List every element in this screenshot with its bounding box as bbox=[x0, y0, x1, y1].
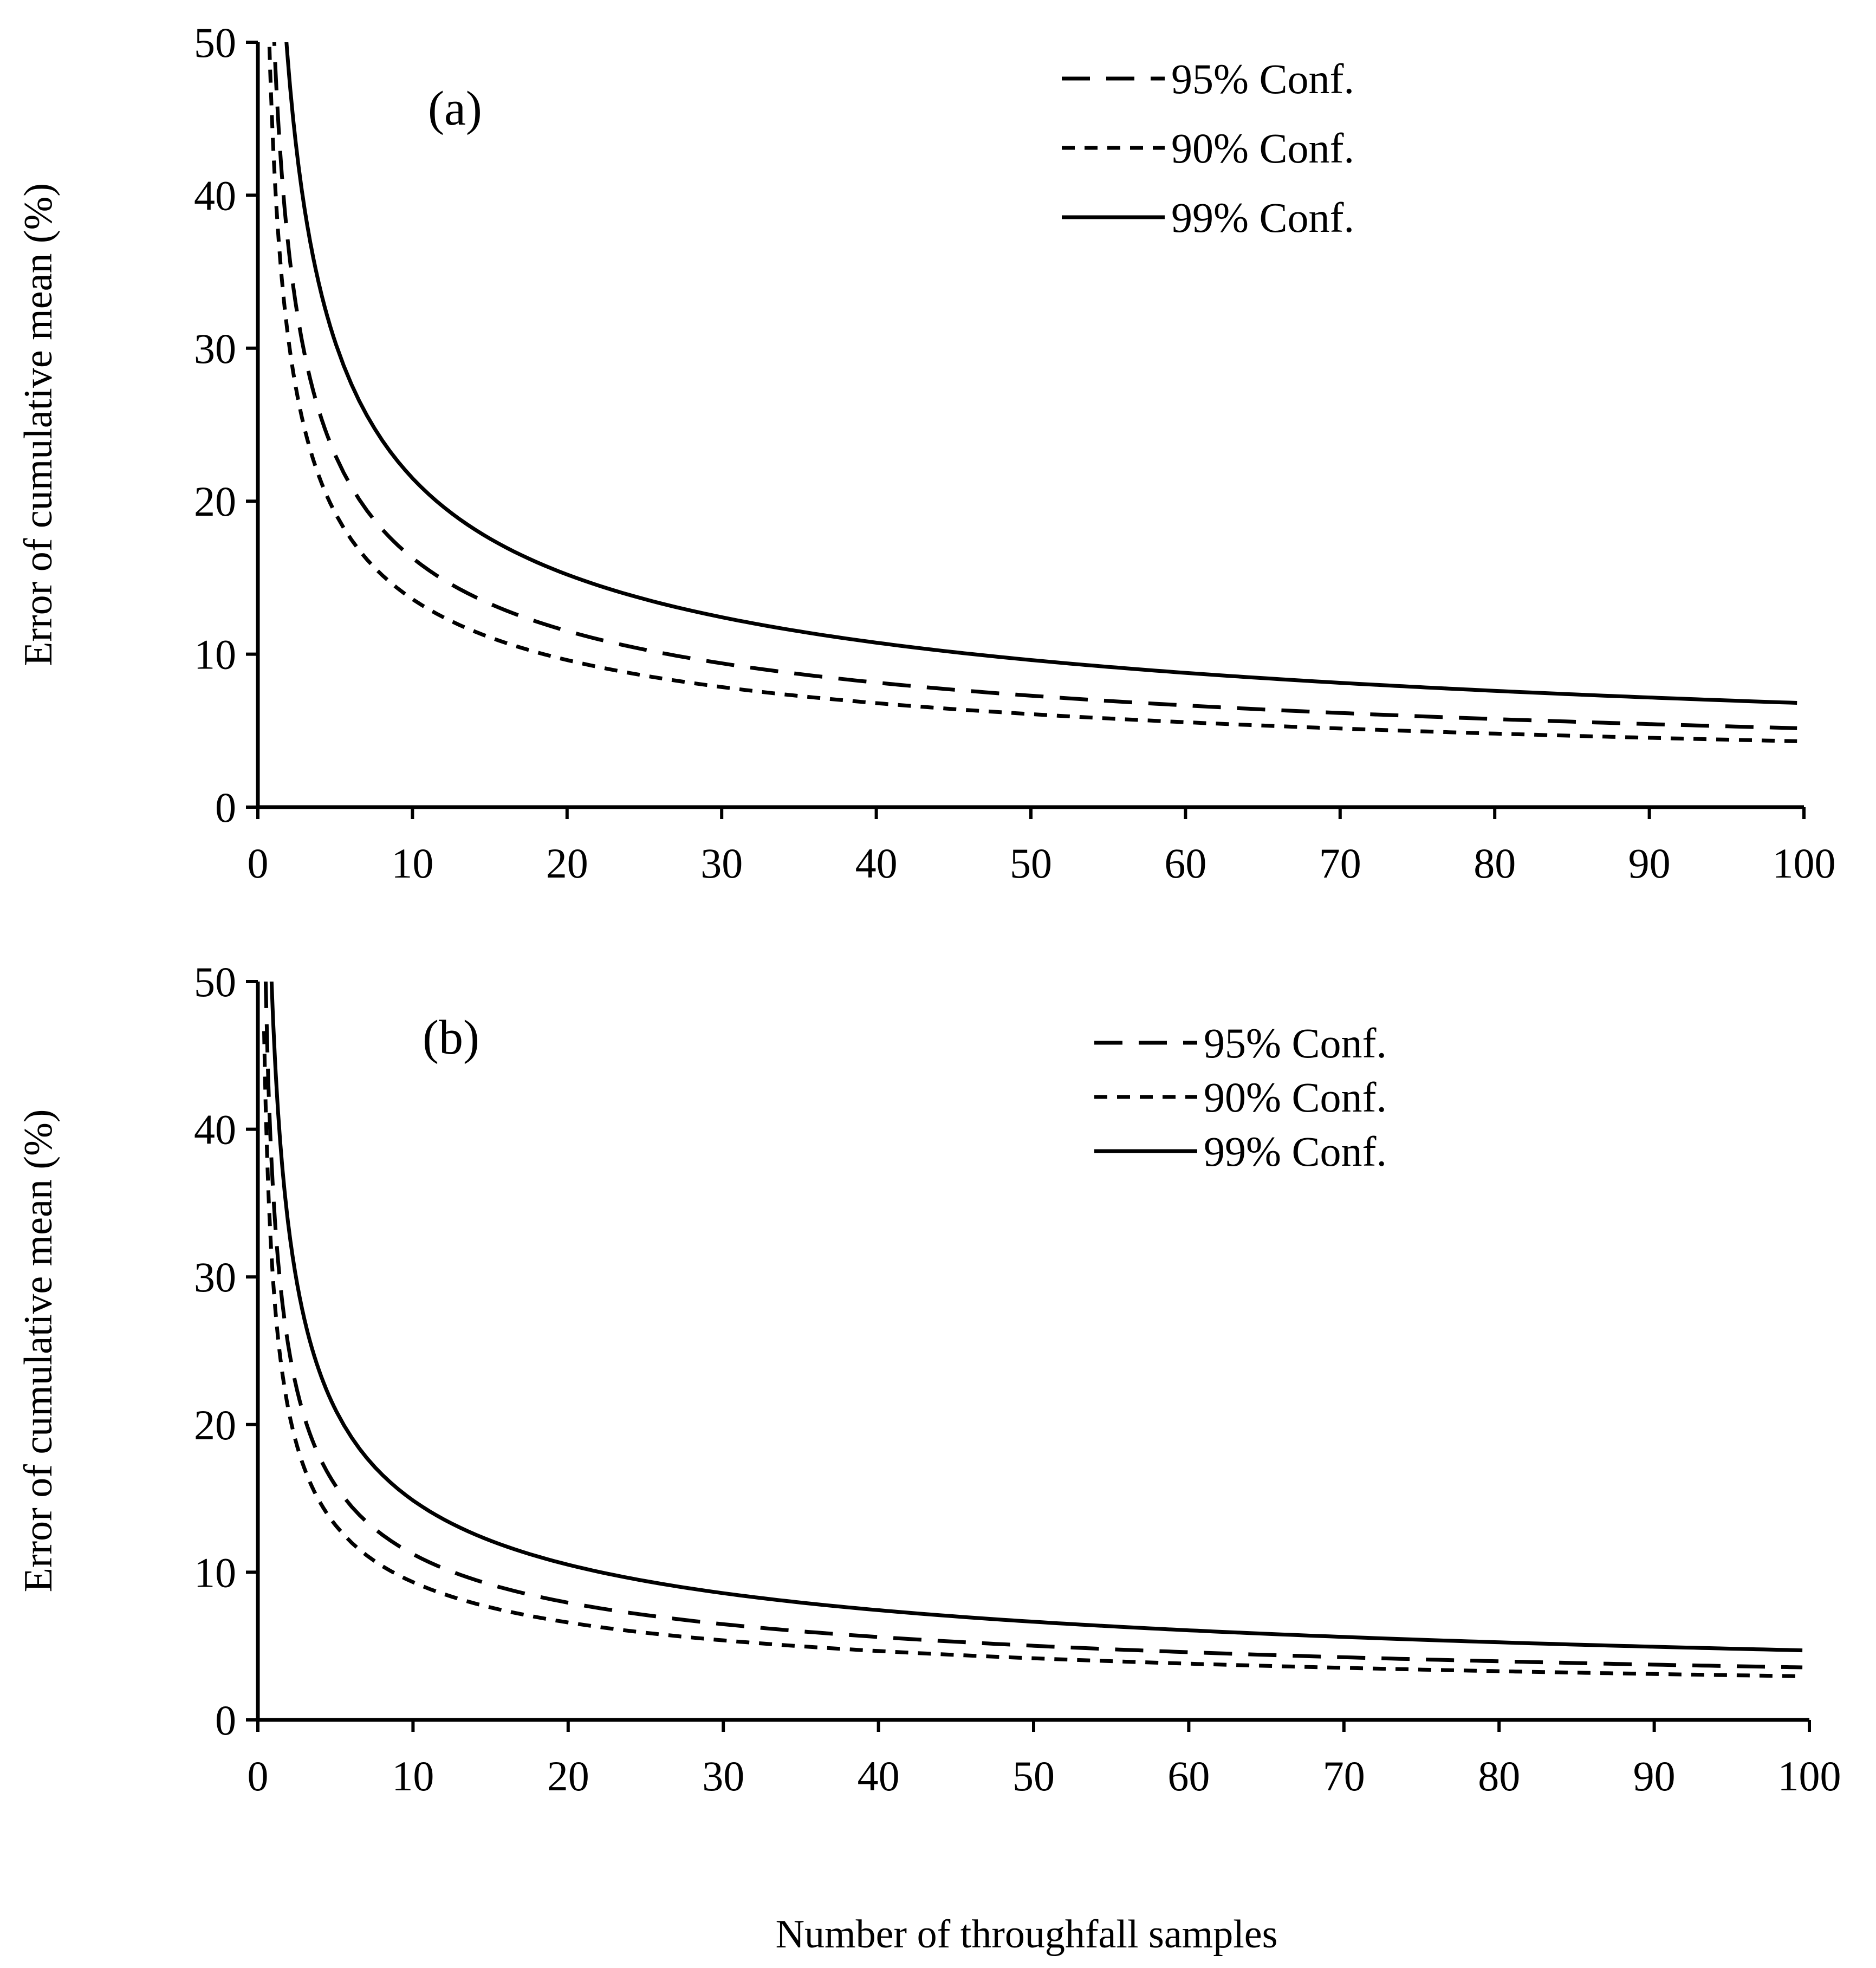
x-tick-label: 40 bbox=[858, 1752, 900, 1800]
x-tick-label: 100 bbox=[1778, 1752, 1841, 1800]
series-line-90-conf- bbox=[262, 1031, 1803, 1678]
x-tick-label: 0 bbox=[248, 1752, 269, 1800]
x-tick-label: 70 bbox=[1323, 1752, 1365, 1800]
x-tick-label: 40 bbox=[855, 840, 898, 887]
y-tick-label: 10 bbox=[194, 1549, 236, 1596]
x-tick-label: 30 bbox=[702, 1752, 744, 1800]
y-axis-title: Error of cumulative mean (%) bbox=[16, 1109, 61, 1593]
panel-label: (b) bbox=[423, 1011, 479, 1064]
y-tick-label: 0 bbox=[215, 784, 236, 831]
x-tick-label: 20 bbox=[547, 1752, 589, 1800]
legend-entry: 90% Conf. bbox=[1204, 1074, 1387, 1121]
x-tick-label: 30 bbox=[700, 840, 743, 887]
x-tick-label: 70 bbox=[1319, 840, 1361, 887]
x-tick-label: 10 bbox=[392, 1752, 434, 1800]
x-tick-label: 10 bbox=[391, 840, 433, 887]
panel-label: (a) bbox=[428, 82, 482, 135]
x-axis-title: Number of throughfall samples bbox=[776, 1912, 1278, 1957]
legend-entry: 95% Conf. bbox=[1171, 55, 1354, 102]
x-tick-label: 90 bbox=[1628, 840, 1671, 887]
y-tick-label: 40 bbox=[194, 1106, 236, 1153]
x-tick-label: 0 bbox=[248, 840, 269, 887]
panel-b: 0 10 20 30 40 50 0 10 20 30 40 50 60 70 80 90 100 Error o… bbox=[16, 958, 1841, 1800]
legend-entry: 99% Conf. bbox=[1171, 194, 1354, 241]
y-tick-label: 40 bbox=[194, 172, 236, 219]
y-tick-label: 10 bbox=[194, 631, 236, 678]
y-tick-label: 20 bbox=[194, 1401, 236, 1449]
x-tick-label: 80 bbox=[1473, 840, 1516, 887]
x-tick-label: 50 bbox=[1010, 840, 1052, 887]
y-axis-title: Error of cumulative mean (%) bbox=[16, 183, 61, 666]
y-tick-label: 20 bbox=[194, 478, 236, 525]
x-tick-label: 20 bbox=[546, 840, 588, 887]
x-tick-label: 60 bbox=[1167, 1752, 1210, 1800]
series-line-99-conf- bbox=[269, 982, 1803, 1653]
series-line-95-conf- bbox=[272, 42, 1797, 730]
series-line-95-conf- bbox=[263, 982, 1803, 1670]
legend-entry: 99% Conf. bbox=[1204, 1128, 1387, 1175]
y-tick-label: 50 bbox=[194, 958, 236, 1005]
y-tick-label: 30 bbox=[194, 325, 236, 372]
x-tick-label: 100 bbox=[1773, 840, 1836, 887]
y-tick-label: 30 bbox=[194, 1253, 236, 1301]
series-line-90-conf- bbox=[267, 42, 1797, 743]
x-tick-label: 50 bbox=[1012, 1752, 1055, 1800]
legend-entry: 90% Conf. bbox=[1171, 125, 1354, 172]
x-tick-label: 80 bbox=[1478, 1752, 1520, 1800]
x-tick-label: 90 bbox=[1633, 1752, 1676, 1800]
panel-a: 0 10 20 30 40 50 0 10 20 30 40 50 60 70 80 90 100 Error o… bbox=[16, 19, 1836, 887]
y-tick-label: 0 bbox=[215, 1697, 236, 1744]
series-line-99-conf- bbox=[284, 42, 1797, 705]
y-tick-label: 50 bbox=[194, 19, 236, 66]
x-tick-label: 60 bbox=[1164, 840, 1206, 887]
legend-entry: 95% Conf. bbox=[1204, 1019, 1387, 1067]
